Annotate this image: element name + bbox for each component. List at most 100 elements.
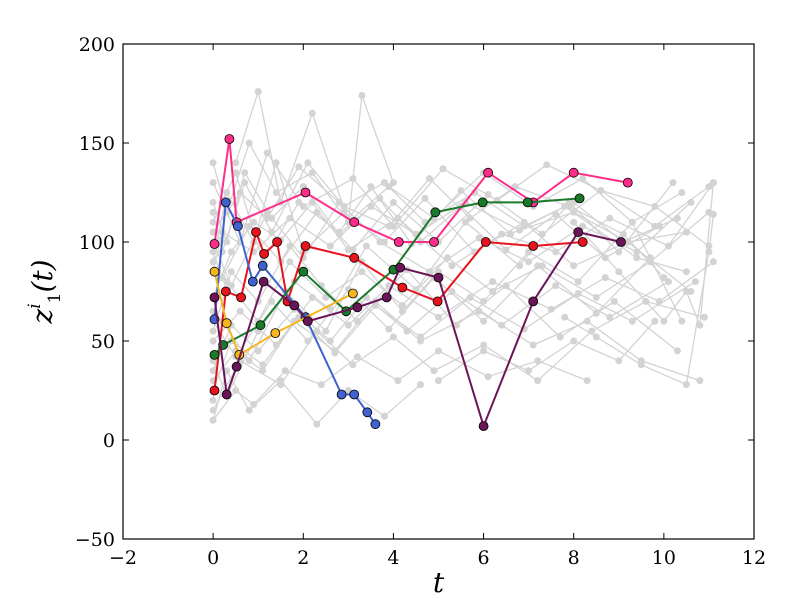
y-axis-label-symbol: z — [26, 309, 59, 325]
trajectory-line — [213, 230, 622, 430]
background-trajectory-point — [606, 214, 614, 222]
background-trajectory-point — [250, 218, 258, 226]
trajectory-point — [568, 167, 579, 178]
trajectory-point — [349, 389, 360, 400]
trajectory-point — [528, 241, 539, 251]
background-trajectory-point — [331, 349, 339, 357]
background-trajectory-point — [669, 179, 677, 187]
background-trajectory-point — [534, 262, 542, 270]
background-trajectory-point — [367, 183, 375, 191]
trajectory-line — [213, 198, 377, 425]
trajectory-point — [370, 419, 381, 430]
background-trajectory-point — [480, 341, 488, 349]
background-trajectory-point — [619, 230, 627, 238]
background-trajectory-point — [507, 230, 515, 238]
y-axis-label-superscript: i — [25, 303, 45, 308]
background-trajectory-point — [286, 258, 294, 266]
background-trajectory-point — [538, 230, 546, 238]
background-trajectory-point — [268, 297, 276, 305]
background-trajectory-point — [565, 202, 573, 210]
background-trajectory-point — [362, 242, 370, 250]
background-trajectory-point — [223, 189, 231, 196]
background-trajectory-point — [209, 179, 217, 187]
background-trajectory-point — [245, 406, 253, 414]
trajectory-point — [393, 237, 404, 247]
y-tick-label: 100 — [79, 232, 115, 254]
trajectory-line — [213, 197, 580, 356]
background-trajectory-point — [543, 161, 551, 169]
background-trajectory-point — [525, 367, 533, 375]
background-trajectory-point — [534, 377, 542, 385]
background-trajectory-point — [673, 347, 681, 355]
background-trajectory-point — [561, 313, 569, 321]
trajectory-point — [209, 266, 220, 277]
trajectory-point — [224, 134, 235, 144]
y-tick-label: 150 — [79, 133, 115, 155]
background-trajectory-line — [212, 201, 692, 288]
background-trajectory-point — [691, 278, 699, 286]
background-trajectory-point — [236, 189, 244, 196]
background-trajectory-point — [709, 210, 717, 218]
trajectory-point — [298, 266, 309, 277]
background-trajectory-point — [322, 293, 330, 301]
background-trajectory-point — [389, 333, 397, 341]
background-trajectory-point — [498, 321, 506, 329]
trajectory-point — [362, 407, 373, 418]
trajectory-point — [258, 276, 269, 287]
background-trajectory-point — [480, 347, 488, 355]
background-trajectory-point — [236, 307, 244, 315]
background-trajectory-point — [570, 337, 578, 345]
trajectory-point — [616, 237, 626, 247]
trajectory-point — [221, 318, 232, 329]
background-trajectory-point — [705, 183, 713, 191]
trajectory-point — [209, 239, 220, 249]
trajectory-point — [255, 320, 266, 331]
background-trajectory-point — [574, 278, 582, 286]
background-trajectory-point — [484, 373, 492, 381]
background-trajectory-point — [376, 194, 384, 202]
trajectory-point — [289, 300, 300, 311]
background-trajectory-point — [394, 377, 402, 385]
background-trajectory-point — [480, 317, 488, 325]
trajectory-point — [220, 286, 231, 297]
trajectory-point — [349, 217, 360, 228]
trajectory-point — [528, 296, 539, 307]
background-trajectory-point — [259, 361, 267, 369]
trajectory-point — [397, 282, 408, 293]
background-trajectory-point — [389, 179, 397, 187]
background-trajectory-point — [520, 222, 528, 230]
background-trajectory-point — [232, 169, 240, 177]
trajectory-point — [232, 221, 243, 232]
background-trajectory-point — [615, 248, 623, 256]
trajectory-point — [477, 197, 488, 208]
trajectory-point — [336, 389, 347, 400]
background-trajectory-point — [615, 357, 623, 365]
background-trajectory-point — [398, 307, 406, 315]
background-trajectory-point — [633, 248, 641, 256]
background-trajectory-point — [380, 179, 388, 187]
background-trajectory-point — [583, 377, 591, 385]
background-trajectory-point — [209, 396, 217, 404]
trajectory-point — [300, 241, 311, 251]
y-axis-label-subscript: 1 — [45, 293, 65, 304]
y-tick-label: −50 — [75, 529, 115, 551]
trajectory-point — [221, 389, 232, 400]
trajectory-point — [347, 288, 358, 299]
y-tick-label: 50 — [91, 331, 115, 353]
background-trajectory-point — [448, 288, 456, 295]
trajectory-point — [574, 193, 585, 204]
background-trajectory-point — [673, 214, 681, 222]
trajectory-point — [349, 252, 360, 263]
background-trajectory-point — [245, 139, 253, 147]
background-trajectory-point — [439, 165, 447, 173]
trajectory-point — [433, 272, 444, 283]
background-trajectory-point — [272, 341, 280, 349]
background-trajectory-point — [335, 230, 343, 238]
background-trajectory-point — [209, 159, 217, 167]
background-trajectory-line — [212, 244, 678, 352]
background-trajectory-point — [700, 313, 708, 321]
background-trajectory-point — [349, 361, 357, 369]
trajectory-point — [352, 302, 363, 313]
background-trajectory-point — [349, 246, 357, 254]
background-trajectory-point — [254, 88, 262, 95]
